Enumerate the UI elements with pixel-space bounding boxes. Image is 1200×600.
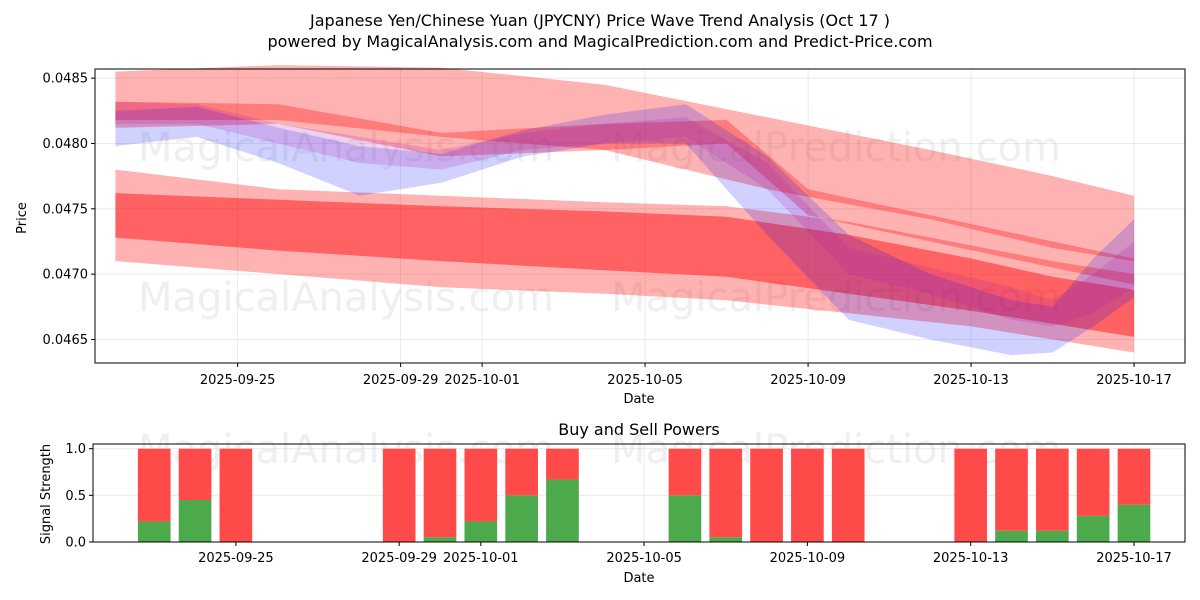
bottom-y-tick-label-1: 0.5 (65, 489, 86, 504)
top-plot-frame (94, 68, 1186, 364)
sell-bar-5 (464, 448, 498, 522)
sell-bar-16 (1076, 448, 1110, 516)
top-y-axis-label: Price (15, 202, 30, 234)
band-purple-wave (115, 101, 1135, 327)
main-chart-subtitle: powered by MagicalAnalysis.com and Magic… (267, 32, 932, 51)
band-blue-wave (115, 104, 1135, 356)
buy-bar-6 (505, 495, 538, 542)
sell-bar-8 (668, 448, 702, 496)
top-watermark-3: MagicalPrediction.com (611, 275, 1061, 321)
buy-bar-17 (1117, 504, 1151, 542)
buy-bar-8 (668, 495, 702, 542)
sell-bar-11 (791, 448, 824, 542)
bottom-y-axis-label: Signal Strength (39, 444, 54, 544)
bottom-x-tick-label-4: 2025-10-09 (770, 551, 846, 566)
top-x-tick-label-1: 2025-09-29 (363, 373, 439, 388)
bottom-x-tick-label-2: 2025-10-01 (443, 551, 519, 566)
top-watermark-2: MagicalAnalysis.com (138, 275, 554, 321)
sell-bar-17 (1117, 448, 1151, 505)
bottom-x-tick-label-0: 2025-09-25 (198, 551, 274, 566)
sell-bar-12 (831, 448, 865, 542)
buy-bar-15 (1035, 530, 1069, 542)
band-red-wide-top (115, 65, 1135, 262)
buy-sell-plot: MagicalAnalysis.comMagicalPrediction.com… (65, 427, 1186, 566)
buy-bar-0 (137, 521, 171, 542)
top-x-axis-label: Date (623, 392, 654, 407)
top-y-tick-label-1: 0.0470 (43, 268, 89, 283)
buy-bar-4 (423, 537, 457, 542)
sell-bar-14 (995, 448, 1028, 531)
top-x-tick-label-5: 2025-10-13 (933, 373, 1009, 388)
top-watermark-1: MagicalPrediction.com (611, 125, 1061, 171)
sell-bar-15 (1035, 448, 1069, 531)
buy-bar-14 (995, 530, 1028, 542)
band-red-upper-mid (115, 101, 1135, 285)
top-y-tick-label-3: 0.0480 (43, 137, 89, 152)
sell-bar-2 (219, 448, 253, 542)
bottom-y-tick-label-2: 1.0 (65, 442, 86, 457)
top-x-tick-label-2: 2025-10-01 (444, 373, 520, 388)
bottom-x-tick-label-1: 2025-09-29 (361, 551, 437, 566)
top-x-tick-label-4: 2025-10-09 (770, 373, 846, 388)
top-x-tick-label-6: 2025-10-17 (1096, 373, 1172, 388)
bottom-x-tick-label-5: 2025-10-13 (933, 551, 1009, 566)
buy-bar-16 (1076, 515, 1110, 542)
bottom-x-axis-label: Date (623, 571, 654, 586)
buy-bar-9 (709, 537, 743, 542)
buy-bar-7 (546, 479, 579, 542)
top-y-tick-label-2: 0.0475 (43, 202, 89, 217)
top-plot-background (95, 69, 1185, 363)
bottom-x-tick-label-3: 2025-10-05 (606, 551, 682, 566)
bottom-plot-frame (92, 443, 1186, 543)
top-x-tick-label-0: 2025-09-25 (200, 373, 276, 388)
bottom-x-tick-label-6: 2025-10-17 (1096, 551, 1172, 566)
band-red-lower-dense (115, 193, 1135, 337)
sell-bar-13 (954, 448, 988, 542)
sell-bar-9 (709, 448, 743, 538)
price-wave-plot: MagicalAnalysis.com MagicalPrediction.com… (43, 65, 1186, 388)
sell-bar-1 (178, 448, 212, 500)
main-chart-title: Japanese Yen/Chinese Yuan (JPYCNY) Price… (309, 11, 890, 30)
top-y-tick-label-4: 0.0485 (43, 72, 89, 87)
buy-bar-1 (178, 500, 212, 542)
sell-bar-6 (505, 448, 538, 496)
top-watermark-0: MagicalAnalysis.com (138, 125, 554, 171)
sell-bar-3 (382, 448, 416, 542)
sell-bar-4 (423, 448, 457, 538)
sell-bar-10 (750, 448, 783, 542)
bottom-y-tick-label-0: 0.0 (65, 536, 86, 551)
sell-bar-0 (137, 448, 171, 522)
band-red-lower-wide (115, 169, 1135, 353)
sell-bar-7 (546, 448, 579, 480)
buy-bar-5 (464, 521, 498, 542)
bottom-chart-title: Buy and Sell Powers (558, 420, 720, 439)
top-y-tick-label-0: 0.0465 (43, 333, 89, 348)
top-x-tick-label-3: 2025-10-05 (607, 373, 683, 388)
